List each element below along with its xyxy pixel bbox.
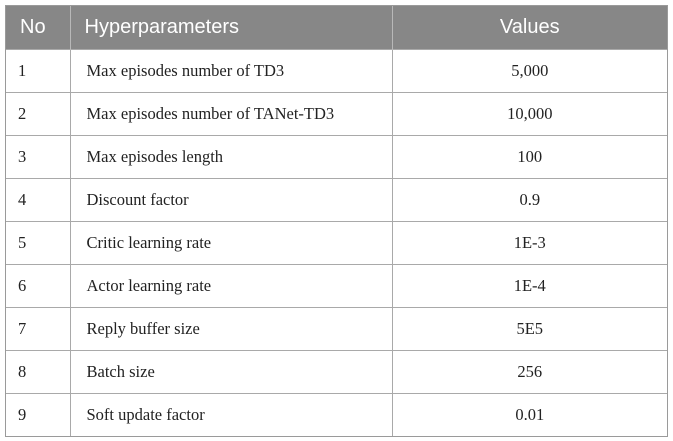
header-values: Values (499, 15, 560, 38)
table-row: 7 Reply buffer size 5E5 (6, 306, 667, 350)
table-row: 2 Max episodes number of TANet-TD3 10,00… (6, 91, 667, 135)
hyperparameter-value: 5E5 (392, 306, 667, 350)
row-number: 5 (6, 220, 71, 264)
table-header: No Hyperparameters Values (6, 6, 667, 49)
row-number: 3 (6, 134, 71, 178)
table-row: 1 Max episodes number of TD3 5,000 (6, 48, 667, 92)
row-number: 1 (6, 48, 71, 92)
row-number: 2 (6, 91, 71, 135)
row-number: 8 (6, 349, 71, 393)
row-number: 4 (6, 177, 71, 221)
hyperparameter-value: 0.01 (392, 392, 667, 436)
table-row: 9 Soft update factor 0.01 (6, 392, 667, 436)
header-row: No Hyperparameters Values (6, 6, 667, 49)
row-number: 6 (6, 263, 71, 307)
row-number: 9 (6, 392, 71, 436)
row-number: 7 (6, 306, 71, 350)
hyperparameter-value: 1E-3 (392, 220, 667, 264)
hyperparameter-name: Max episodes number of TANet-TD3 (70, 91, 393, 135)
hyperparameters-table-container: No Hyperparameters Values 1 Max episodes… (5, 5, 668, 437)
hyperparameter-value: 100 (392, 134, 667, 178)
hyperparameter-name: Batch size (70, 349, 393, 393)
header-hyperparameters: Hyperparameters (70, 6, 393, 49)
hyperparameter-name: Max episodes number of TD3 (70, 48, 393, 92)
header-no: No (6, 6, 71, 49)
hyperparameter-name: Critic learning rate (70, 220, 393, 264)
hyperparameter-value: 1E-4 (392, 263, 667, 307)
hyperparameter-value: 10,000 (392, 91, 667, 135)
hyperparameters-table: No Hyperparameters Values 1 Max episodes… (6, 6, 667, 436)
hyperparameter-name: Soft update factor (70, 392, 393, 436)
hyperparameter-name: Actor learning rate (70, 263, 393, 307)
hyperparameter-name: Reply buffer size (70, 306, 393, 350)
table-body: 1 Max episodes number of TD3 5,000 2 Max… (6, 48, 667, 436)
hyperparameter-value: 256 (392, 349, 667, 393)
hyperparameter-name: Discount factor (70, 177, 393, 221)
table-row: 8 Batch size 256 (6, 349, 667, 393)
table-row: 6 Actor learning rate 1E-4 (6, 263, 667, 307)
hyperparameter-value: 5,000 (392, 48, 667, 92)
hyperparameter-value: 0.9 (392, 177, 667, 221)
table-row: 5 Critic learning rate 1E-3 (6, 220, 667, 264)
hyperparameter-name: Max episodes length (70, 134, 393, 178)
table-row: 4 Discount factor 0.9 (6, 177, 667, 221)
table-row: 3 Max episodes length 100 (6, 134, 667, 178)
